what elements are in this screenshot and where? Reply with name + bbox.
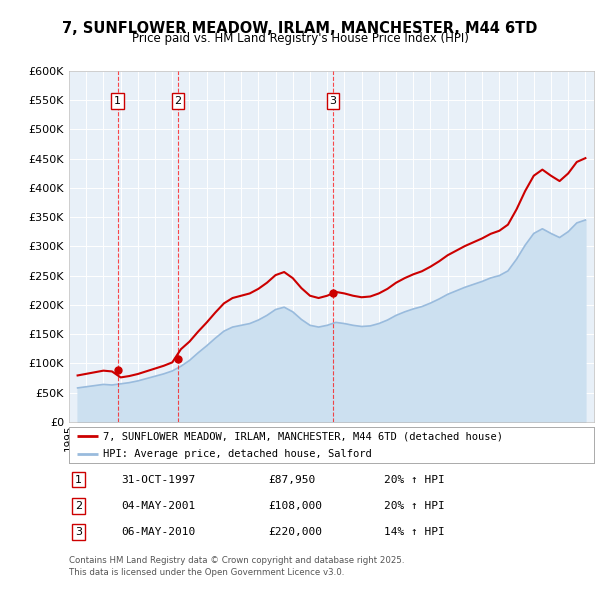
Text: Contains HM Land Registry data © Crown copyright and database right 2025.: Contains HM Land Registry data © Crown c… — [69, 556, 404, 565]
Text: 1: 1 — [75, 474, 82, 484]
Text: 2: 2 — [175, 96, 182, 106]
Text: 14% ↑ HPI: 14% ↑ HPI — [384, 527, 445, 537]
Text: £220,000: £220,000 — [269, 527, 323, 537]
Text: 31-OCT-1997: 31-OCT-1997 — [121, 474, 196, 484]
Text: £87,950: £87,950 — [269, 474, 316, 484]
Text: £108,000: £108,000 — [269, 501, 323, 511]
Text: 04-MAY-2001: 04-MAY-2001 — [121, 501, 196, 511]
Text: This data is licensed under the Open Government Licence v3.0.: This data is licensed under the Open Gov… — [69, 568, 344, 576]
Text: 2: 2 — [75, 501, 82, 511]
Text: HPI: Average price, detached house, Salford: HPI: Average price, detached house, Salf… — [103, 449, 372, 459]
Text: 7, SUNFLOWER MEADOW, IRLAM, MANCHESTER, M44 6TD (detached house): 7, SUNFLOWER MEADOW, IRLAM, MANCHESTER, … — [103, 431, 503, 441]
Text: 3: 3 — [329, 96, 337, 106]
Text: Price paid vs. HM Land Registry's House Price Index (HPI): Price paid vs. HM Land Registry's House … — [131, 32, 469, 45]
Text: 20% ↑ HPI: 20% ↑ HPI — [384, 501, 445, 511]
Text: 20% ↑ HPI: 20% ↑ HPI — [384, 474, 445, 484]
Text: 7, SUNFLOWER MEADOW, IRLAM, MANCHESTER, M44 6TD: 7, SUNFLOWER MEADOW, IRLAM, MANCHESTER, … — [62, 21, 538, 35]
Text: 06-MAY-2010: 06-MAY-2010 — [121, 527, 196, 537]
Text: 3: 3 — [75, 527, 82, 537]
Text: 1: 1 — [114, 96, 121, 106]
